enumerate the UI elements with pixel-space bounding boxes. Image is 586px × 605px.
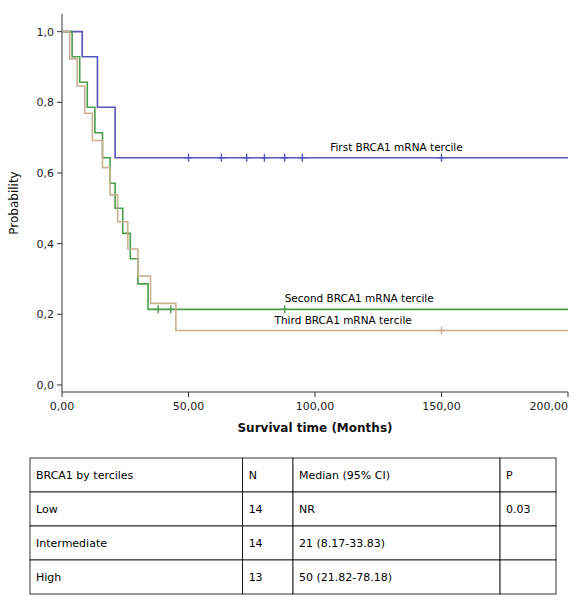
table-cell-text: 14	[249, 537, 263, 550]
x-tick	[315, 392, 316, 397]
y-tick-label: 0,4	[37, 238, 55, 251]
censor-mark	[167, 305, 175, 313]
x-tick	[62, 392, 63, 397]
table-header-text: P	[506, 469, 513, 482]
y-axis-label: Probability	[7, 171, 21, 234]
y-tick	[57, 314, 62, 315]
curve-label: Second BRCA1 mRNA tercile	[285, 292, 434, 304]
censor-mark	[298, 154, 306, 162]
table-cell	[293, 526, 500, 560]
table-cell	[30, 526, 243, 560]
x-axis-label: Survival time (Months)	[237, 421, 392, 435]
chart: 0,00 50,00 100,00 150,00 200,00 0,0 0,2 0,4 0,6 0…	[0, 0, 586, 605]
x-tick	[441, 392, 442, 397]
table-cell	[243, 492, 293, 526]
censor-mark	[154, 305, 162, 313]
table-cell	[243, 560, 293, 594]
table-cell-text: Low	[36, 503, 58, 516]
plot-area	[62, 32, 568, 335]
table-header-cell	[30, 458, 243, 492]
y-tick	[57, 102, 62, 103]
table-cell	[500, 526, 556, 560]
x-tick-label: 200,00	[530, 400, 569, 413]
table-cell	[293, 560, 500, 594]
table-cell	[30, 492, 243, 526]
x-tick-label: 0,00	[50, 400, 75, 413]
x-tick	[568, 392, 569, 397]
y-tick	[57, 172, 62, 173]
censor-mark	[281, 305, 289, 313]
y-tick-label: 0,2	[37, 308, 55, 321]
table-header-text: Median (95% CI)	[299, 469, 390, 482]
survival-curve	[62, 32, 568, 158]
y-axis-line	[62, 14, 63, 392]
table-cell	[500, 492, 556, 526]
table-cell-text: NR	[299, 503, 315, 516]
censor-mark	[243, 154, 251, 162]
y-tick-label: 0,8	[37, 96, 55, 109]
table-cell-text: High	[36, 571, 61, 584]
table-cell-text: Intermediate	[36, 537, 107, 550]
table: BRCA1 by terciles N Median (95% CI) P Low 14 N…	[30, 458, 556, 594]
table-cell-text: 50 (21.82-78.18)	[299, 571, 392, 584]
table-cell-text: 13	[249, 571, 263, 584]
censor-mark	[438, 327, 446, 335]
x-tick-label: 50,00	[173, 400, 205, 413]
curve-label: Third BRCA1 mRNA tercile	[274, 314, 412, 326]
table-cell	[30, 560, 243, 594]
censor-mark	[281, 154, 289, 162]
y-tick	[57, 384, 62, 385]
table-header-cell	[293, 458, 500, 492]
curve-label: First BRCA1 mRNA tercile	[330, 141, 463, 153]
censor-mark	[260, 154, 268, 162]
table-cell-text: 14	[249, 503, 263, 516]
survival-curve	[62, 32, 568, 331]
censor-mark	[217, 154, 225, 162]
censor-mark	[185, 154, 193, 162]
y-tick-label: 0,0	[37, 379, 55, 392]
y-tick	[57, 31, 62, 32]
table-cell-text: 0.03	[506, 503, 531, 516]
table-cell	[243, 526, 293, 560]
table-cell-text: 21 (8.17-33.83)	[299, 537, 385, 550]
y-tick	[57, 243, 62, 244]
table-header-text: N	[249, 469, 257, 482]
x-tick-label: 150,00	[422, 400, 461, 413]
censor-mark	[438, 154, 446, 162]
table-header-cell	[500, 458, 556, 492]
y-tick-label: 1,0	[37, 26, 55, 39]
x-tick	[188, 392, 189, 397]
table-cell	[293, 492, 500, 526]
x-tick-label: 100,00	[296, 400, 335, 413]
table-header-cell	[243, 458, 293, 492]
table-header-text: BRCA1 by terciles	[36, 469, 134, 482]
y-tick-label: 0,6	[37, 167, 55, 180]
table-cell	[500, 560, 556, 594]
